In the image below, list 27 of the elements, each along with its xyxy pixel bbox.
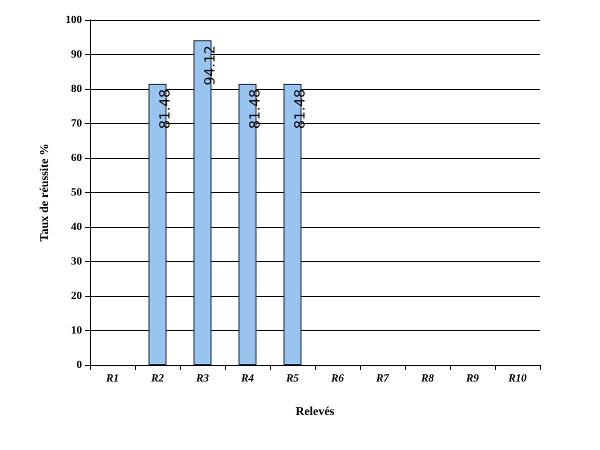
y-tick-label: 0: [76, 359, 82, 371]
y-tick-label: 100: [66, 14, 82, 26]
y-tick-label: 80: [71, 83, 82, 95]
y-tick-label: 60: [71, 152, 82, 164]
data-label: 81.48: [248, 88, 264, 129]
data-label: 81.48: [292, 88, 308, 129]
x-axis-title: Relevés: [296, 404, 335, 418]
x-tick-label: R2: [150, 372, 164, 384]
y-tick-label: 20: [71, 290, 82, 302]
y-tick-label: 90: [71, 48, 82, 60]
y-axis-title: Taux de réussite %: [37, 144, 51, 242]
x-tick-label: R8: [420, 372, 434, 384]
data-label: 94.12: [202, 45, 218, 86]
x-tick-label: R5: [285, 372, 300, 384]
x-tick-label: R9: [465, 372, 480, 384]
x-tick-label: R6: [330, 372, 344, 384]
y-tick-label: 40: [71, 221, 82, 233]
y-tick-label: 30: [71, 256, 82, 268]
y-tick-label: 70: [71, 118, 82, 130]
x-tick-label: R4: [240, 372, 254, 384]
x-tick-label: R3: [195, 372, 210, 384]
data-label: 81.48: [158, 88, 174, 129]
y-tick-label: 10: [71, 324, 82, 336]
x-tick-label: R10: [507, 372, 528, 384]
y-tick-label: 50: [71, 186, 82, 198]
x-tick-label: R1: [105, 372, 119, 384]
x-tick-label: R7: [375, 372, 390, 384]
